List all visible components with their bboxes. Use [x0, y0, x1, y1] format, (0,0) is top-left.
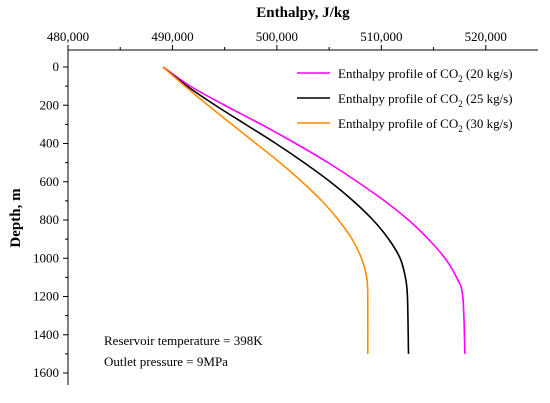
x-ticks: 480,000 490,000 500,000 510,000 520,000 — [47, 29, 507, 50]
series-layer — [162, 66, 466, 354]
y-ticks: 0 200 400 600 800 1000 1200 1400 1600 — [33, 59, 68, 380]
legend-label-25kg-sub: 2 — [458, 99, 463, 109]
legend-label-20kg-suffix: (20 kg/s) — [463, 66, 513, 81]
x-tick-label: 500,000 — [256, 29, 298, 44]
y-tick-label: 800 — [40, 212, 60, 227]
legend-label-20kg-main: Enthalpy profile of CO — [338, 66, 458, 81]
y-tick-label: 200 — [40, 97, 60, 112]
series-line-1 — [162, 66, 410, 354]
legend: Enthalpy profile of CO2 (20 kg/s) Enthal… — [297, 66, 513, 134]
axes: 480,000 490,000 500,000 510,000 520,000 0 200… — [33, 29, 538, 385]
y-tick-label: 1000 — [33, 250, 59, 265]
y-axis-title: Depth, m — [8, 188, 24, 248]
legend-label-30kg-sub: 2 — [458, 124, 463, 134]
legend-label-25kg-main: Enthalpy profile of CO — [338, 91, 458, 106]
legend-label-20kg-sub: 2 — [458, 74, 463, 84]
legend-label-25kg: Enthalpy profile of CO2 (25 kg/s) — [338, 91, 513, 109]
y-tick-label: 0 — [53, 59, 60, 74]
legend-entry-25kg: Enthalpy profile of CO2 (25 kg/s) — [297, 91, 513, 109]
y-tick-label: 600 — [40, 174, 60, 189]
legend-entry-20kg: Enthalpy profile of CO2 (20 kg/s) — [297, 66, 513, 84]
legend-label-20kg: Enthalpy profile of CO2 (20 kg/s) — [338, 66, 513, 84]
y-tick-label: 1400 — [33, 327, 59, 342]
y-tick-label: 1200 — [33, 289, 59, 304]
annotation-reservoir-temperature: Reservoir temperature = 398K — [104, 333, 263, 348]
series-line-2 — [162, 66, 369, 354]
x-tick-label: 490,000 — [151, 29, 193, 44]
x-axis-title: Enthalpy, J/kg — [256, 5, 350, 21]
legend-label-30kg-suffix: (30 kg/s) — [463, 116, 513, 131]
x-tick-label: 480,000 — [47, 29, 89, 44]
y-tick-label: 400 — [40, 136, 60, 151]
x-tick-label: 520,000 — [465, 29, 507, 44]
annotation-outlet-pressure: Outlet pressure = 9MPa — [104, 354, 228, 369]
series-line-0 — [162, 66, 466, 354]
x-tick-label: 510,000 — [360, 29, 402, 44]
legend-label-30kg: Enthalpy profile of CO2 (30 kg/s) — [338, 116, 513, 134]
legend-label-30kg-main: Enthalpy profile of CO — [338, 116, 458, 131]
legend-label-25kg-suffix: (25 kg/s) — [463, 91, 513, 106]
y-tick-label: 1600 — [33, 365, 59, 380]
legend-entry-30kg: Enthalpy profile of CO2 (30 kg/s) — [297, 116, 513, 134]
